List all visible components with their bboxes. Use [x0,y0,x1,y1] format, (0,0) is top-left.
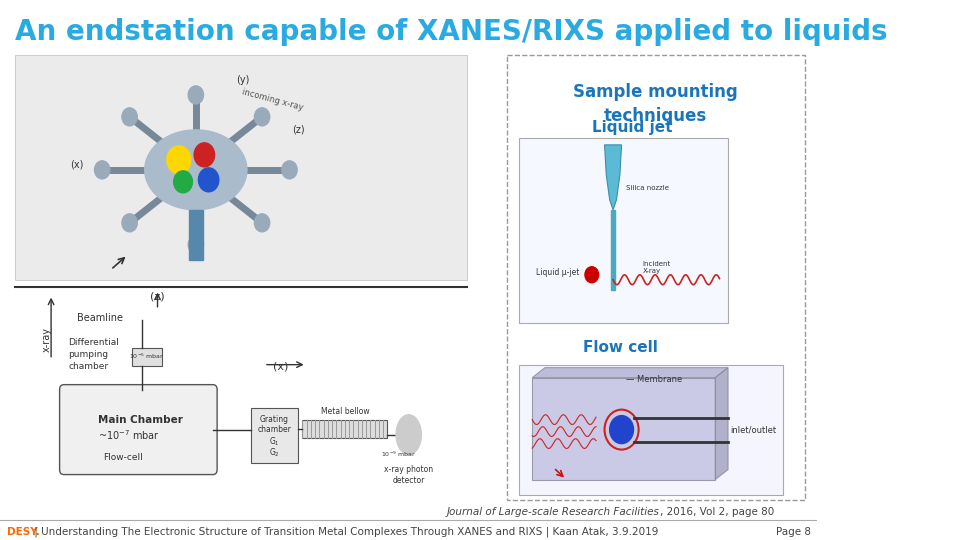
Text: ~10$^{-7}$ mbar: ~10$^{-7}$ mbar [98,428,159,442]
Text: (z): (z) [150,292,165,302]
Polygon shape [605,145,621,210]
Circle shape [194,143,215,167]
Text: (y): (y) [236,75,250,85]
Text: Differential
pumping
chamber: Differential pumping chamber [68,339,119,371]
Text: An endstation capable of XANES/RIXS applied to liquids: An endstation capable of XANES/RIXS appl… [15,18,888,46]
Text: Silica nozzle: Silica nozzle [626,185,669,191]
Bar [519,364,783,495]
Text: DESY.: DESY. [7,526,39,537]
Circle shape [585,267,599,283]
Ellipse shape [254,108,270,126]
Text: Flow-cell: Flow-cell [104,453,143,462]
Ellipse shape [94,161,109,179]
Ellipse shape [282,161,298,179]
Polygon shape [532,377,715,480]
Text: 10$^{-5}$ mbar: 10$^{-5}$ mbar [129,352,164,361]
Text: Grating: Grating [259,415,289,424]
Bar [252,408,298,463]
Ellipse shape [122,108,137,126]
Text: 10$^{-9}$ mbar: 10$^{-9}$ mbar [381,450,416,459]
Text: incoming x-ray: incoming x-ray [241,87,304,112]
Text: Journal of Large-scale Research Facilities: Journal of Large-scale Research Faciliti… [447,507,660,517]
Ellipse shape [396,415,421,455]
Text: Liquid jet: Liquid jet [591,120,672,135]
Text: — Membrane: — Membrane [626,375,683,384]
Bar [189,210,203,260]
Text: x-ray: x-ray [42,327,52,352]
Bar [507,55,804,500]
Bar [15,55,467,280]
Text: (x): (x) [70,160,84,170]
Text: G$_1$: G$_1$ [269,435,279,448]
Ellipse shape [188,236,204,254]
Text: x-ray photon
detector: x-ray photon detector [384,464,433,484]
Bar [519,138,728,323]
Text: inlet/outlet: inlet/outlet [731,425,777,434]
Circle shape [167,146,191,174]
Bar [302,420,388,437]
Text: Page 8: Page 8 [776,526,810,537]
Ellipse shape [254,214,270,232]
Text: Beamline: Beamline [77,313,123,323]
Text: Flow cell: Flow cell [584,340,659,355]
Circle shape [174,171,192,193]
Text: Metal bellow: Metal bellow [321,407,370,416]
FancyBboxPatch shape [60,384,217,475]
Text: chamber: chamber [257,425,291,434]
Text: G$_2$: G$_2$ [269,447,279,459]
Text: Sample mounting
techniques: Sample mounting techniques [573,83,738,125]
Circle shape [199,168,219,192]
Text: Incident
X-ray: Incident X-ray [643,261,671,274]
Text: (x): (x) [274,362,289,372]
Bar [15,290,467,495]
Text: Main Chamber: Main Chamber [98,415,182,424]
Ellipse shape [145,130,247,210]
Ellipse shape [122,214,137,232]
Text: Liquid μ-jet: Liquid μ-jet [537,268,580,277]
Polygon shape [715,368,728,480]
Ellipse shape [188,86,204,104]
Text: , 2016, Vol 2, page 80: , 2016, Vol 2, page 80 [660,507,774,517]
Text: | Understanding The Electronic Structure of Transition Metal Complexes Through X: | Understanding The Electronic Structure… [31,526,658,537]
Bar [612,210,614,290]
Polygon shape [532,368,728,377]
Circle shape [610,416,634,443]
Text: (z): (z) [292,125,304,135]
Bar [132,348,162,366]
